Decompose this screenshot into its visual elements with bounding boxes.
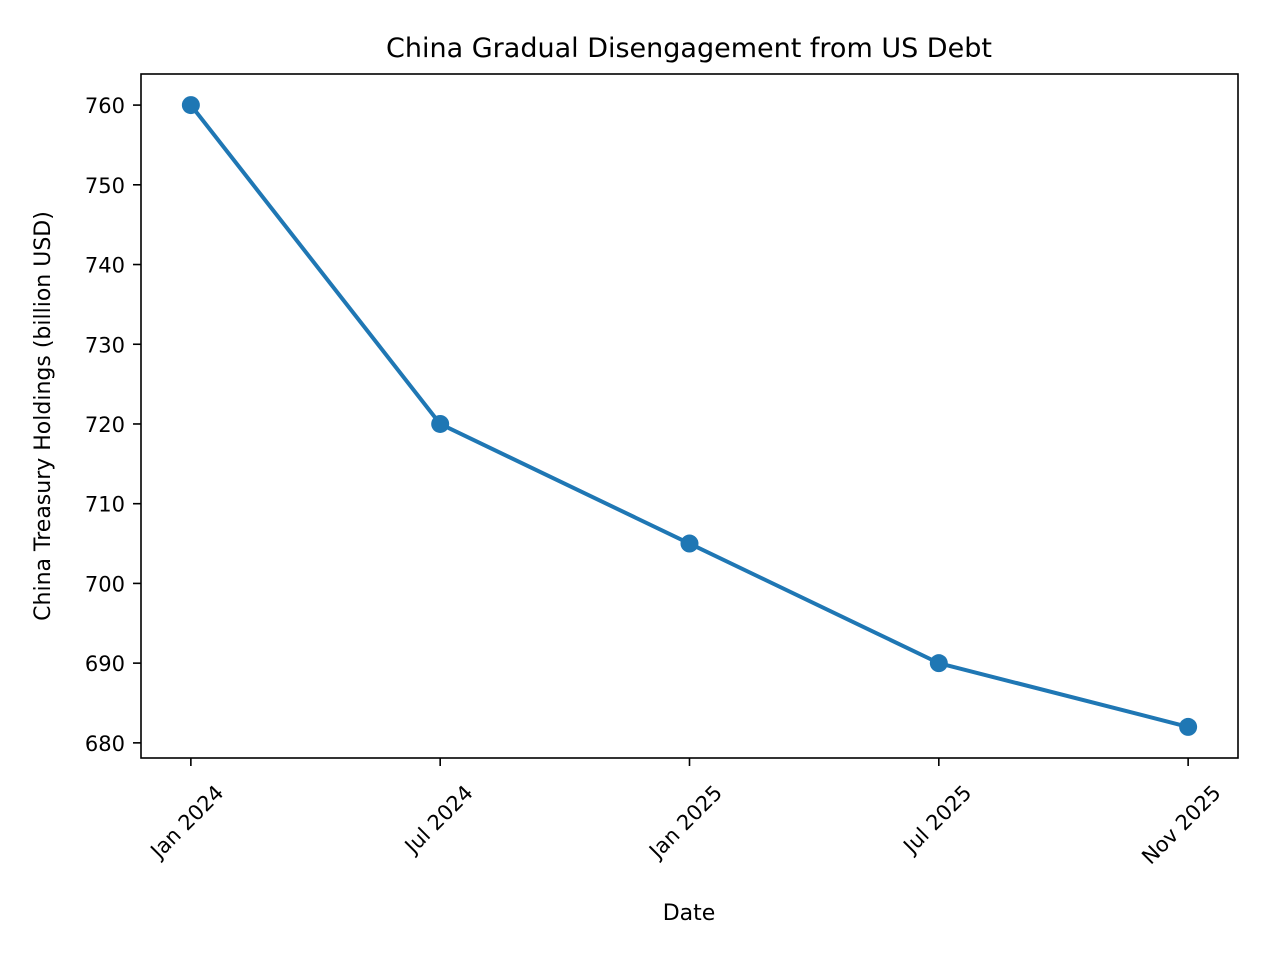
data-point xyxy=(181,96,200,115)
data-point xyxy=(929,654,948,673)
y-tick-label: 690 xyxy=(85,652,125,676)
y-tick-label: 760 xyxy=(85,94,125,118)
plot-border xyxy=(140,73,1239,759)
y-tick-label: 750 xyxy=(85,174,125,198)
x-tick-label: Jul 2024 xyxy=(399,781,478,860)
trend-line xyxy=(188,103,1191,729)
plot-area: 680 690 700 710 720 730 740 750 760 Jan 2024 Jul 2… xyxy=(85,73,1239,869)
x-tick-label: Jan 2025 xyxy=(643,781,727,865)
y-axis-label: China Treasury Holdings (billion USD) xyxy=(31,211,56,621)
y-tick-label: 730 xyxy=(85,333,125,357)
chart-title: China Gradual Disengagement from US Debt xyxy=(386,33,992,64)
x-tick-label: Jul 2025 xyxy=(898,781,977,860)
y-tick-label: 700 xyxy=(85,572,125,596)
y-tick-label: 710 xyxy=(85,493,125,517)
data-point xyxy=(1179,717,1198,736)
y-tick-label: 740 xyxy=(85,254,125,278)
x-axis-label: Date xyxy=(663,901,716,926)
x-tick-label: Jan 2024 xyxy=(145,781,229,865)
data-point xyxy=(431,414,450,433)
data-point xyxy=(680,534,699,553)
y-tick-label: 720 xyxy=(85,413,125,437)
y-tick-label: 680 xyxy=(85,732,125,756)
x-tick-label: Nov 2025 xyxy=(1137,781,1225,869)
